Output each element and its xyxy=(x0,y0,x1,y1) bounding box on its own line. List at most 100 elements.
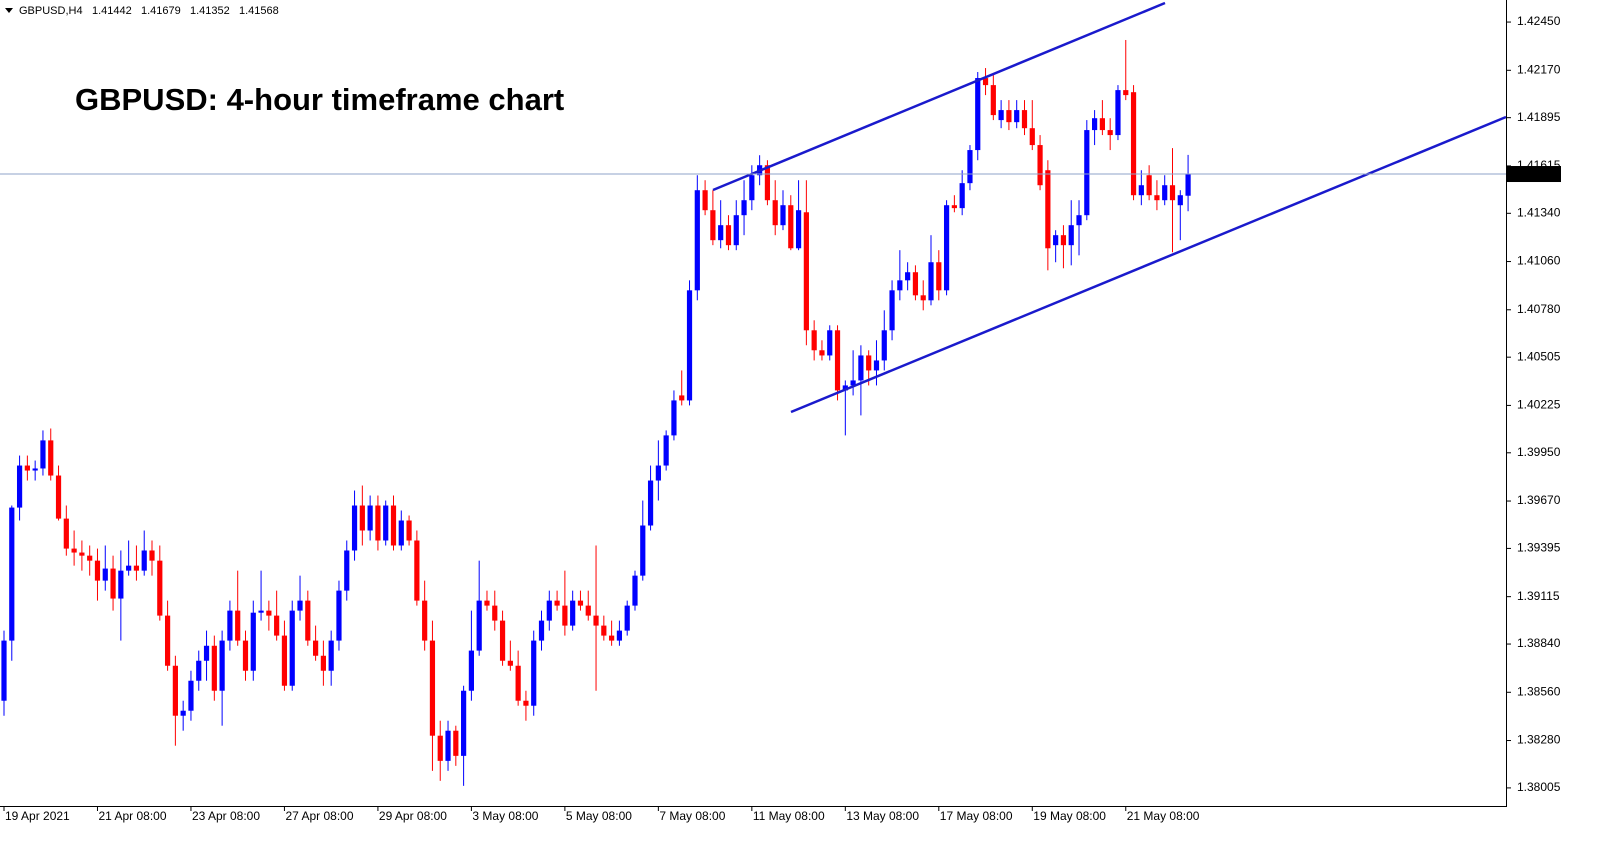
candle-body xyxy=(686,290,693,401)
candle-body xyxy=(55,475,62,519)
candle-body xyxy=(414,540,420,601)
candle-body xyxy=(499,620,506,661)
candle-body xyxy=(889,290,895,331)
candle-body xyxy=(383,505,389,541)
candle-body xyxy=(523,700,529,706)
candle-body xyxy=(873,360,880,371)
x-tick-label: 11 May 08:00 xyxy=(753,809,825,823)
candle-body xyxy=(1130,92,1137,196)
candle-body xyxy=(834,330,841,391)
candle-body xyxy=(531,640,537,706)
y-tick-label: 1.39950 xyxy=(1517,445,1561,459)
candle-body xyxy=(905,272,911,281)
candle-body xyxy=(624,605,630,631)
candle-body xyxy=(242,640,249,671)
candle-body xyxy=(1037,145,1043,186)
candle-body xyxy=(866,355,872,371)
chart-title: GBPUSD: 4-hour timeframe chart xyxy=(75,82,564,117)
y-tick-label: 1.42170 xyxy=(1517,62,1561,76)
x-tick-label: 27 Apr 08:00 xyxy=(285,809,353,823)
x-tick-label: 29 Apr 08:00 xyxy=(379,809,447,823)
candle-body xyxy=(133,565,140,571)
x-tick-label: 23 Apr 08:00 xyxy=(192,809,260,823)
candle-body xyxy=(1021,110,1028,129)
candle-body xyxy=(367,505,373,531)
x-tick-label: 19 May 08:00 xyxy=(1033,809,1106,823)
y-tick-label: 1.39395 xyxy=(1517,541,1561,555)
price-label-box xyxy=(1507,166,1561,183)
candle-body xyxy=(858,355,864,381)
x-tick-label: 13 May 08:00 xyxy=(846,809,919,823)
candle-body xyxy=(515,665,521,701)
candle-body xyxy=(274,615,280,636)
candle-body xyxy=(577,600,584,606)
candle-body xyxy=(476,600,482,651)
candle-body xyxy=(219,640,225,691)
candle-body xyxy=(655,465,661,481)
candle-body xyxy=(694,190,700,291)
menu-arrow[interactable] xyxy=(5,8,13,13)
x-tick-label: 17 May 08:00 xyxy=(940,809,1013,823)
y-tick-label: 1.41340 xyxy=(1517,205,1561,219)
candle-body xyxy=(975,78,981,151)
candle-body xyxy=(998,110,1004,121)
y-tick-label: 1.41895 xyxy=(1517,110,1561,124)
candle-body xyxy=(63,518,69,549)
candle-body xyxy=(453,730,459,756)
candle-body xyxy=(281,635,288,686)
candle-body xyxy=(772,200,778,226)
y-tick-label: 1.38560 xyxy=(1517,684,1561,698)
x-tick-label: 7 May 08:00 xyxy=(659,809,725,823)
candle-body xyxy=(679,395,685,401)
y-tick-label: 1.38840 xyxy=(1517,636,1561,650)
header-low: 1.41352 xyxy=(190,5,230,17)
candle-body xyxy=(1029,128,1035,146)
candle-body xyxy=(959,183,965,209)
candle-body xyxy=(79,552,85,556)
candle-body xyxy=(351,505,358,551)
candle-body xyxy=(749,175,755,201)
candle-body xyxy=(881,330,887,361)
candle-body xyxy=(640,525,646,576)
candle-body xyxy=(313,640,319,656)
candle-body xyxy=(196,660,202,681)
candle-body xyxy=(211,645,217,691)
candle-body xyxy=(484,600,490,606)
candle-body xyxy=(990,85,996,116)
y-tick-label: 1.40225 xyxy=(1517,398,1561,412)
candle-body xyxy=(94,560,101,581)
candle-body xyxy=(422,600,428,641)
y-tick-label: 1.38280 xyxy=(1517,733,1561,747)
x-tick-label: 3 May 08:00 xyxy=(472,809,538,823)
candle-body xyxy=(297,600,303,611)
candle-body xyxy=(912,272,919,296)
candle-body xyxy=(780,205,786,226)
candle-body xyxy=(1006,110,1012,123)
candle-body xyxy=(258,610,264,613)
candle-body xyxy=(437,735,443,761)
candle-body xyxy=(172,665,178,716)
y-tick-label: 1.41060 xyxy=(1517,254,1561,268)
candle-body xyxy=(647,480,654,526)
candle-body xyxy=(9,507,15,641)
candle-body xyxy=(406,520,412,541)
candle-body xyxy=(48,440,54,476)
candle-body xyxy=(235,610,241,641)
candle-body xyxy=(157,560,163,616)
header-high: 1.41679 xyxy=(141,5,181,17)
candle-body xyxy=(585,605,591,616)
candle-body xyxy=(87,555,93,561)
candle-body xyxy=(710,210,716,241)
candle-body xyxy=(1162,185,1168,201)
lower-trendline xyxy=(790,115,1507,414)
y-tick-label: 1.39670 xyxy=(1517,493,1561,507)
candle-body xyxy=(803,212,809,331)
candle-body xyxy=(305,600,311,641)
candle-body xyxy=(936,262,942,291)
candle-body xyxy=(250,612,256,671)
candle-body xyxy=(562,605,568,626)
candle-body xyxy=(764,165,771,201)
candle-body xyxy=(1014,110,1020,123)
